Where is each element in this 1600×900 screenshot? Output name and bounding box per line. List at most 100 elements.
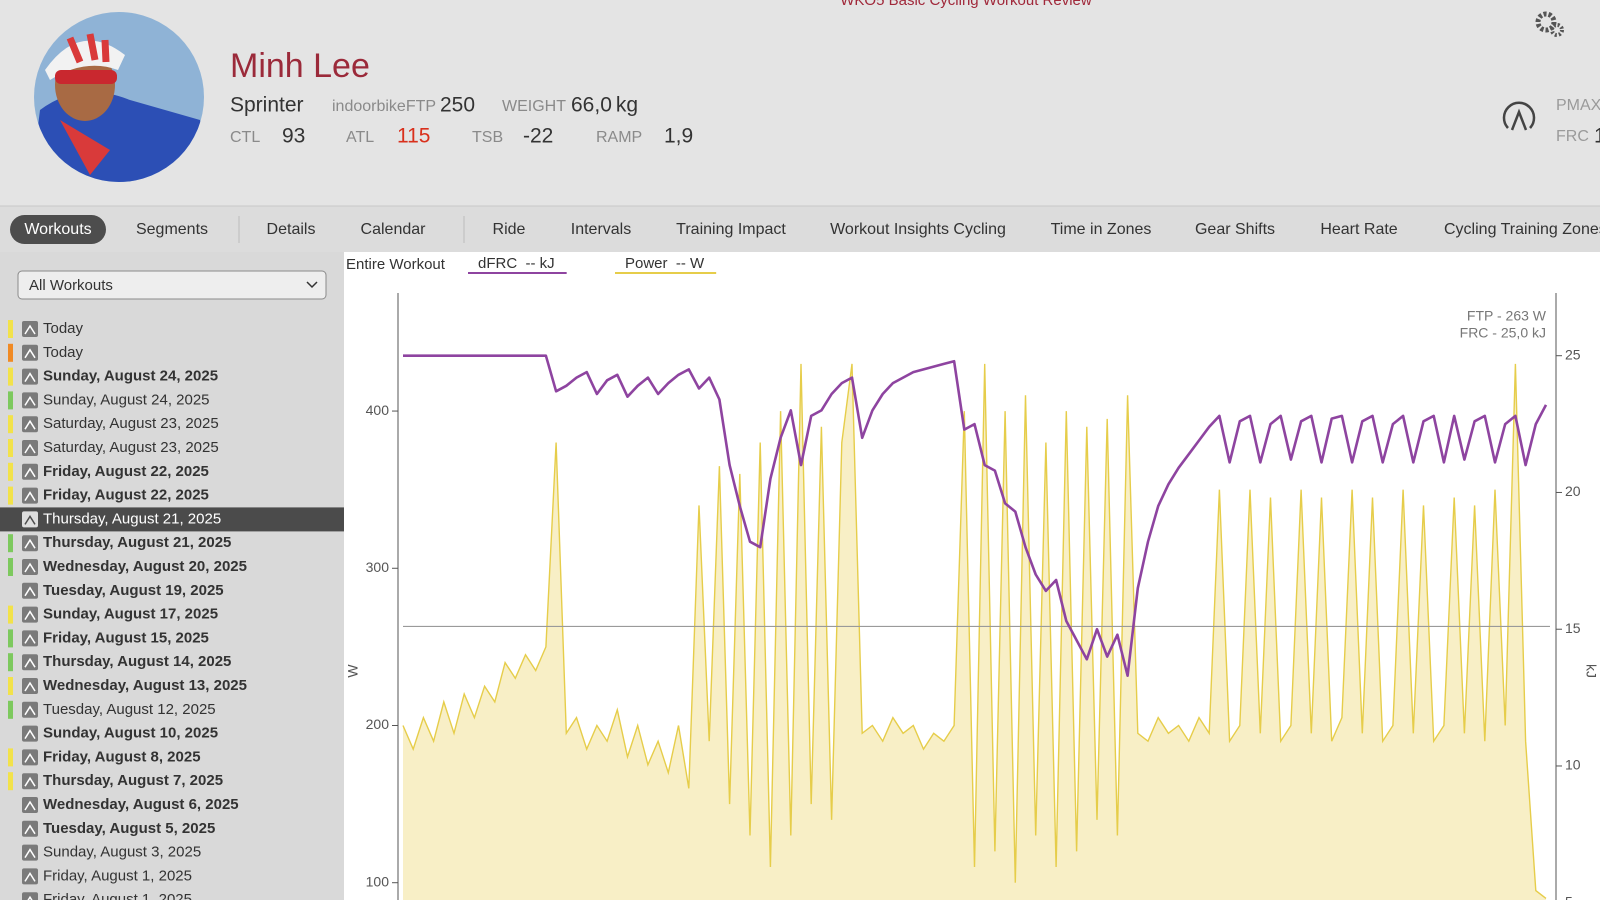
workout-item[interactable]: Friday, August 8, 2025	[43, 748, 201, 765]
workout-marker	[8, 558, 13, 576]
tab[interactable]: Workout Insights Cycling	[830, 221, 1006, 238]
workout-item[interactable]: Thursday, August 14, 2025	[43, 653, 231, 670]
workout-icon-glyph	[24, 467, 36, 478]
workout-icon	[22, 630, 38, 647]
workout-marker	[8, 486, 13, 505]
tab[interactable]: Calendar	[361, 221, 427, 238]
workout-marker	[8, 700, 13, 719]
workout-icon-glyph	[24, 633, 36, 644]
tab[interactable]: Ride	[493, 221, 526, 238]
workout-icon	[22, 463, 38, 480]
workout-icon	[22, 440, 38, 456]
stat-value: 93	[282, 125, 305, 148]
y-tick-label: 400	[366, 402, 390, 418]
stat-value: -22	[523, 125, 553, 148]
workout-item[interactable]: Sunday, August 17, 2025	[43, 606, 218, 623]
workout-marker	[8, 653, 13, 672]
workout-item[interactable]: Today	[43, 344, 84, 361]
workout-icon	[22, 749, 38, 766]
workout-icon	[22, 416, 38, 433]
workout-item[interactable]: Saturday, August 23, 2025	[43, 439, 219, 456]
workout-marker	[8, 462, 13, 481]
workout-icon-glyph	[24, 871, 36, 882]
stat-label: CTL	[230, 129, 260, 146]
workout-filter[interactable]	[17, 270, 327, 300]
tab[interactable]: Segments	[136, 221, 208, 238]
dropdown-chevron	[306, 281, 318, 289]
tab[interactable]: Time in Zones	[1051, 221, 1152, 238]
stat-value: 250	[440, 94, 475, 117]
workout-item[interactable]: Sunday, August 24, 2025	[43, 391, 210, 408]
workout-item[interactable]: Thursday, August 7, 2025	[43, 772, 223, 789]
workout-marker	[8, 320, 13, 338]
workout-icon-glyph	[24, 681, 36, 692]
workout-icon	[22, 582, 38, 599]
workout-icon	[22, 368, 38, 385]
tab-bar	[0, 206, 1600, 252]
workout-item[interactable]: Tuesday, August 19, 2025	[43, 582, 224, 599]
workout-item[interactable]: Friday, August 1, 2025	[43, 867, 192, 884]
workout-item[interactable]: Tuesday, August 12, 2025	[43, 701, 216, 718]
workout-item[interactable]: Friday, August 22, 2025	[43, 463, 209, 480]
workout-icon-glyph	[24, 848, 36, 858]
stat-unit: kg	[616, 94, 638, 117]
tab[interactable]: Training Impact	[676, 221, 786, 238]
tab[interactable]: Cycling Training Zones	[1444, 221, 1600, 238]
y-tick-label: 200	[366, 716, 390, 732]
power-area	[403, 363, 1546, 900]
workout-item[interactable]: Friday, August 22, 2025	[43, 487, 209, 504]
workout-item[interactable]: Friday, August 1, 2025	[43, 891, 192, 900]
workout-marker	[8, 415, 13, 434]
workout-icon-glyph	[24, 538, 36, 549]
stat-value: 66,0	[571, 94, 612, 117]
workout-item[interactable]: Friday, August 15, 2025	[43, 629, 209, 646]
settings-icon[interactable]	[1535, 11, 1564, 37]
workout-icon-glyph	[24, 443, 36, 454]
workout-icon-glyph	[24, 776, 36, 787]
legend-entry: dFRC -- kJ	[478, 255, 555, 272]
workout-icon	[22, 344, 38, 361]
workout-icon-glyph	[24, 419, 36, 430]
workout-item[interactable]: Wednesday, August 20, 2025	[43, 558, 247, 575]
workout-item[interactable]: Sunday, August 3, 2025	[43, 844, 201, 861]
stat-label: PMAX	[1556, 97, 1600, 114]
workout-icon	[22, 321, 38, 337]
workout-item[interactable]: Today	[43, 320, 84, 337]
chart-title: Entire Workout	[346, 256, 446, 273]
header-bg	[0, 0, 1600, 206]
workout-marker	[8, 534, 13, 553]
y2-tick-label: 25	[1565, 346, 1581, 362]
workout-icon	[22, 797, 38, 813]
selected-row	[0, 507, 344, 532]
legend-entry: Power -- W	[625, 255, 705, 272]
tab[interactable]: Intervals	[571, 221, 631, 238]
workout-item[interactable]: Thursday, August 21, 2025	[43, 510, 221, 527]
stat-label: WEIGHT	[502, 98, 566, 115]
workout-icon-glyph	[24, 562, 36, 573]
workout-item[interactable]: Tuesday, August 5, 2025	[43, 820, 215, 837]
dfrc-line	[403, 354, 1548, 677]
workout-item[interactable]: Wednesday, August 6, 2025	[43, 796, 239, 813]
workout-icon-glyph	[24, 348, 36, 359]
y2-tick-label: 10	[1565, 757, 1581, 773]
workout-icon-glyph	[24, 610, 36, 620]
workout-icon	[22, 559, 38, 575]
workout-item[interactable]: Thursday, August 21, 2025	[43, 534, 231, 551]
tab[interactable]: Heart Rate	[1320, 221, 1397, 238]
workout-item[interactable]: Saturday, August 23, 2025	[43, 415, 219, 432]
workout-icon	[22, 701, 38, 718]
workout-icon-glyph	[24, 657, 36, 668]
workout-icon-glyph	[24, 491, 36, 501]
y2-tick-label: 5	[1565, 893, 1573, 900]
workout-item[interactable]: Sunday, August 10, 2025	[43, 725, 218, 742]
workout-item[interactable]: Sunday, August 24, 2025	[43, 368, 218, 385]
tab[interactable]: Workouts	[24, 221, 91, 238]
workout-marker	[8, 391, 13, 410]
tab[interactable]: Details	[267, 221, 316, 238]
workout-item[interactable]: Wednesday, August 13, 2025	[43, 677, 247, 694]
stat-label: ATL	[346, 129, 374, 146]
app-title: WKO5 Basic Cycling Workout Review	[840, 0, 1092, 9]
tab[interactable]: Gear Shifts	[1195, 221, 1275, 238]
workout-icon	[22, 392, 38, 409]
chart-annotation: FTP - 263 W	[1467, 308, 1547, 324]
